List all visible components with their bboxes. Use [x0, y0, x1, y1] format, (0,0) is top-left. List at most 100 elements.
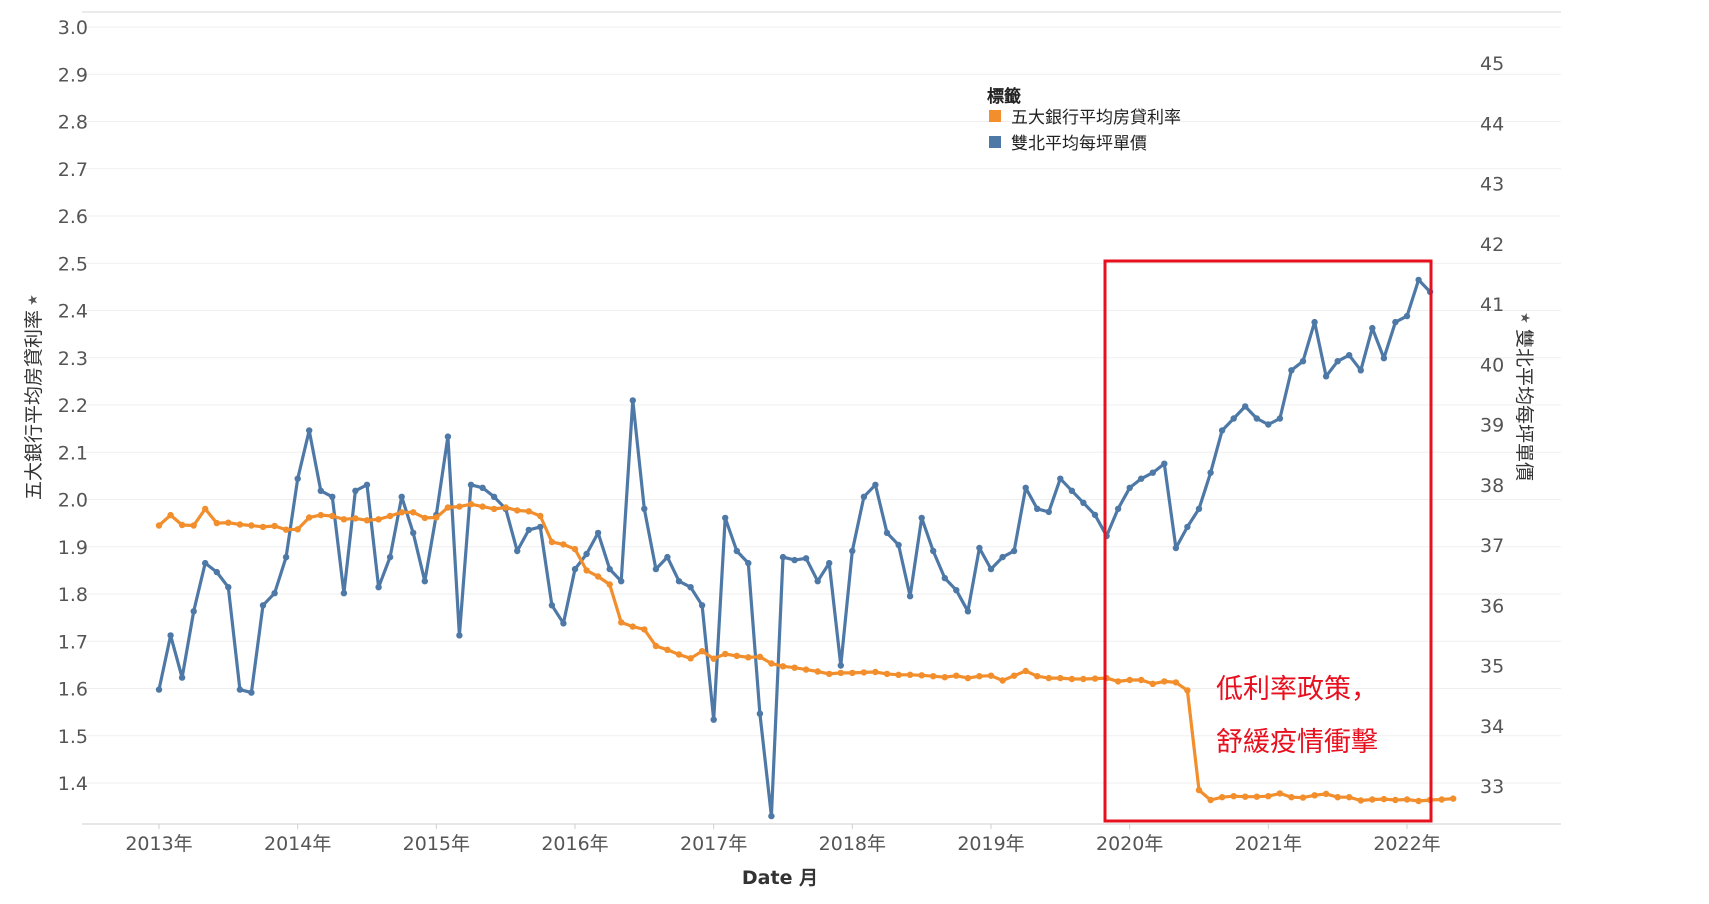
data-point [999, 553, 1006, 561]
legend-title: 標籤 [987, 86, 1021, 107]
data-point [248, 689, 255, 696]
x-axis-ticks: 2013年 2014年 2015年 2016年 2017年 2018年 2019年 2020年… [125, 824, 1441, 855]
data-point [722, 650, 729, 658]
data-point [363, 481, 371, 488]
data-point [826, 670, 833, 678]
data-point [722, 514, 729, 522]
data-point [987, 672, 995, 679]
data-point [1415, 276, 1422, 284]
left-axis-ticks: 3.0 2.9 2.8 2.7 2.6 2.5 2.4 2.3 2.2 2.1 2.0 1.9 1.8 1… [58, 17, 88, 795]
data-point [930, 673, 937, 680]
right-axis-tick-label: 41 [1480, 294, 1504, 316]
data-point [514, 507, 521, 514]
data-point [1091, 511, 1099, 519]
data-point [733, 547, 740, 555]
right-axis-title: 雙北平均每坪單價 [1513, 329, 1535, 481]
data-point [1346, 352, 1353, 359]
data-point [675, 578, 683, 585]
data-point [1091, 675, 1099, 682]
data-point [918, 514, 925, 522]
left-axis-tick-label: 2.0 [58, 490, 88, 512]
x-axis-tick-label: 2022年 [1373, 833, 1440, 855]
data-point [1265, 421, 1272, 428]
data-point [618, 619, 625, 626]
left-axis-tick-label: 2.7 [58, 159, 88, 181]
right-axis-ticks: 45 44 43 42 41 40 39 38 37 36 35 34 33 [1480, 53, 1504, 798]
data-point [1403, 312, 1411, 320]
annotation-box: 低利率政策， 舒緩疫情衝擊 [1103, 259, 1433, 823]
left-axis-tick-label: 1.9 [58, 537, 88, 559]
data-point [410, 529, 417, 537]
data-point [202, 559, 209, 567]
left-axis-tick-label: 2.4 [58, 301, 88, 323]
data-point [1392, 318, 1399, 326]
data-point [490, 505, 498, 513]
data-point [479, 484, 486, 491]
data-point [1415, 797, 1422, 805]
data-point [860, 669, 868, 676]
data-point [537, 523, 544, 531]
data-point [1207, 469, 1214, 476]
left-axis-tick-label: 3.0 [58, 17, 88, 39]
data-point [629, 623, 636, 630]
data-point [629, 397, 636, 404]
annotation-line-1: 低利率政策， [1216, 674, 1378, 705]
data-point [953, 672, 960, 679]
data-point [1034, 673, 1041, 680]
data-point [398, 509, 405, 516]
data-point [340, 590, 348, 597]
data-point [1138, 676, 1145, 684]
data-point [271, 590, 278, 597]
x-axis-tick-label: 2020年 [1096, 833, 1163, 855]
left-axis-tick-label: 2.6 [58, 206, 88, 228]
data-point [1438, 796, 1445, 803]
data-point [294, 475, 301, 482]
data-point [456, 503, 463, 510]
data-point [1068, 675, 1076, 683]
data-point [1369, 796, 1376, 803]
data-point [583, 567, 590, 574]
data-point [282, 526, 290, 533]
data-point [953, 587, 960, 594]
right-axis-tick-label: 42 [1480, 234, 1504, 256]
data-point [1322, 373, 1330, 380]
data-point [1068, 487, 1076, 494]
data-point [352, 515, 359, 522]
data-point [178, 674, 186, 681]
data-point [329, 493, 336, 500]
data-point [710, 716, 717, 723]
data-point [733, 652, 740, 660]
left-axis-tick-label: 1.8 [58, 584, 88, 606]
left-axis-tick-label: 1.7 [58, 631, 88, 653]
data-point [987, 565, 995, 573]
data-point [779, 663, 787, 670]
right-axis-tick-label: 45 [1480, 53, 1504, 75]
data-point [906, 671, 914, 678]
data-point [1265, 793, 1272, 800]
x-axis-tick-label: 2015年 [403, 833, 470, 855]
data-point [306, 514, 313, 521]
data-point [514, 547, 521, 555]
data-point [941, 674, 948, 681]
x-axis-tick-label: 2014年 [264, 833, 331, 855]
data-point [710, 655, 717, 662]
data-point [791, 664, 798, 671]
data-point [1357, 797, 1365, 804]
data-point [1253, 415, 1261, 422]
data-point [1369, 324, 1376, 332]
data-point [1392, 796, 1399, 804]
data-point [225, 584, 232, 591]
right-axis-tick-label: 40 [1480, 354, 1504, 376]
data-point [271, 522, 278, 530]
data-point [259, 523, 267, 531]
data-point [1218, 794, 1226, 801]
data-point [456, 632, 463, 639]
data-point [594, 573, 602, 580]
data-point [1022, 484, 1029, 491]
left-axis-tick-label: 2.9 [58, 64, 88, 86]
x-axis-title: Date 月 [742, 867, 818, 889]
data-point [571, 565, 579, 573]
left-axis-tick-label: 1.4 [58, 773, 88, 795]
data-point [1149, 469, 1157, 476]
data-point [421, 514, 428, 522]
